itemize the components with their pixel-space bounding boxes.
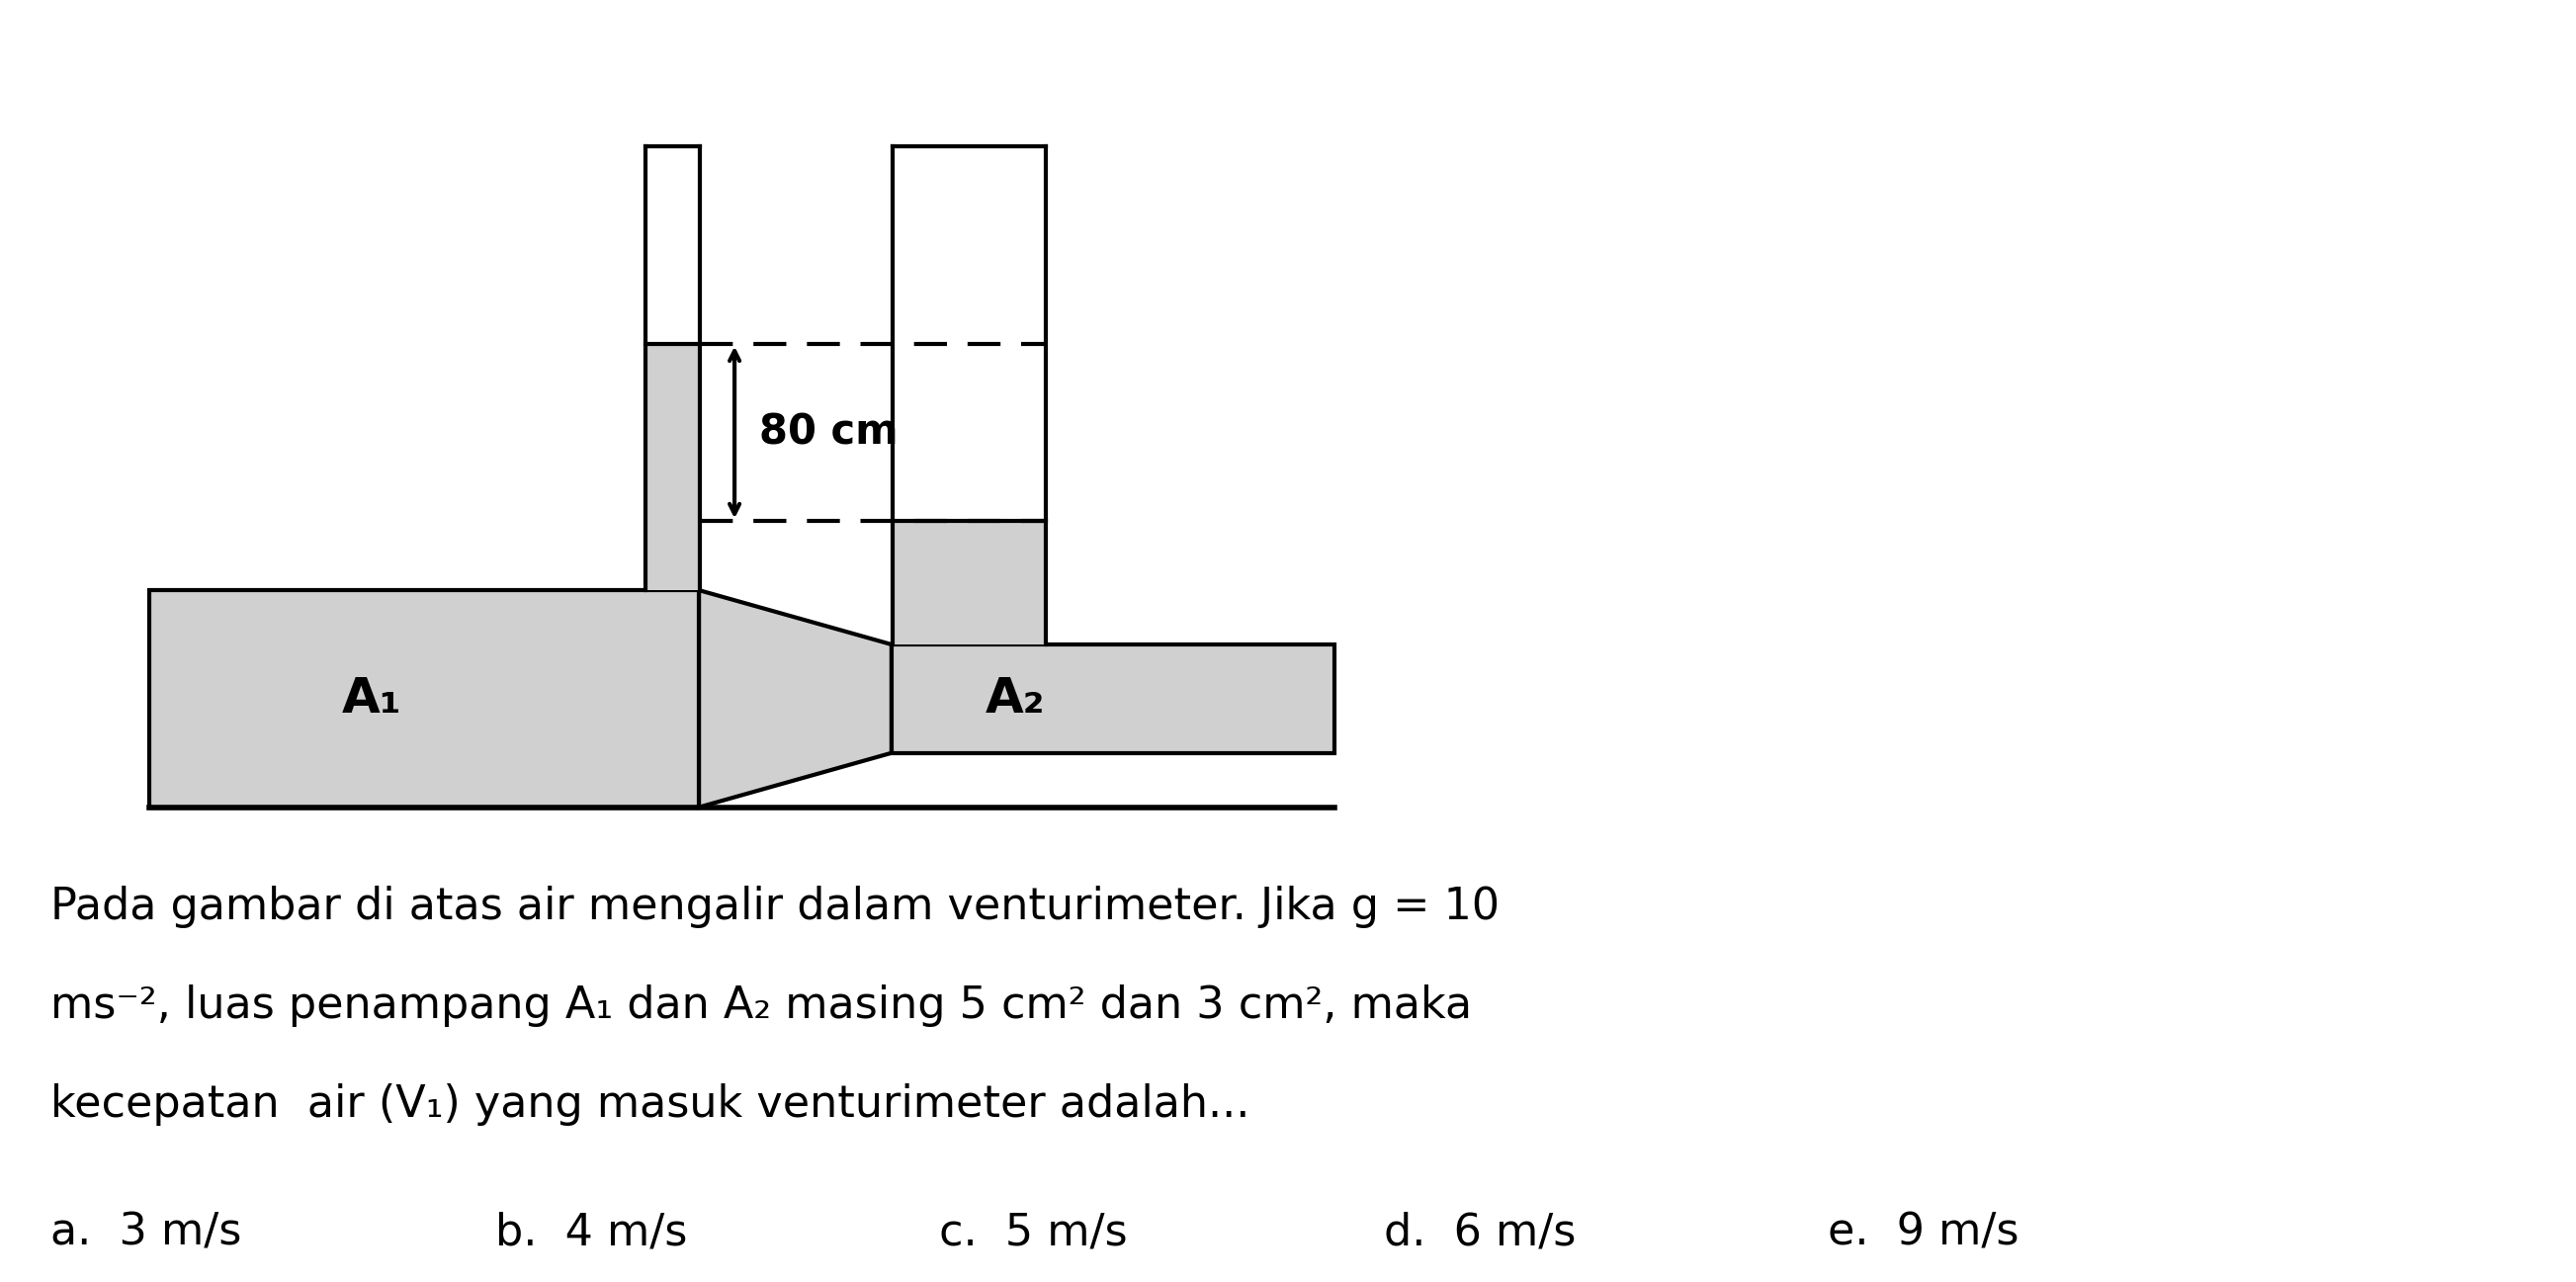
Polygon shape <box>698 590 891 808</box>
Text: Pada gambar di atas air mengalir dalam venturimeter. Jika g = 10: Pada gambar di atas air mengalir dalam v… <box>52 886 1499 928</box>
Text: kecepatan  air (V₁) yang masuk venturimeter adalah...: kecepatan air (V₁) yang masuk venturimet… <box>52 1083 1249 1126</box>
FancyBboxPatch shape <box>891 522 1046 645</box>
Text: A₁: A₁ <box>343 676 402 723</box>
Text: A₂: A₂ <box>987 676 1046 723</box>
Text: b.  4 m/s: b. 4 m/s <box>495 1211 688 1254</box>
Text: ms⁻², luas penampang A₁ dan A₂ masing 5 cm² dan 3 cm², maka: ms⁻², luas penampang A₁ dan A₂ masing 5 … <box>52 985 1473 1027</box>
Text: 80 cm: 80 cm <box>760 412 899 453</box>
Text: a.  3 m/s: a. 3 m/s <box>52 1211 242 1254</box>
FancyBboxPatch shape <box>647 344 701 590</box>
Text: c.  5 m/s: c. 5 m/s <box>940 1211 1128 1254</box>
FancyBboxPatch shape <box>891 645 1334 753</box>
Text: e.  9 m/s: e. 9 m/s <box>1829 1211 2020 1254</box>
Text: d.  6 m/s: d. 6 m/s <box>1383 1211 1577 1254</box>
FancyBboxPatch shape <box>149 590 698 808</box>
